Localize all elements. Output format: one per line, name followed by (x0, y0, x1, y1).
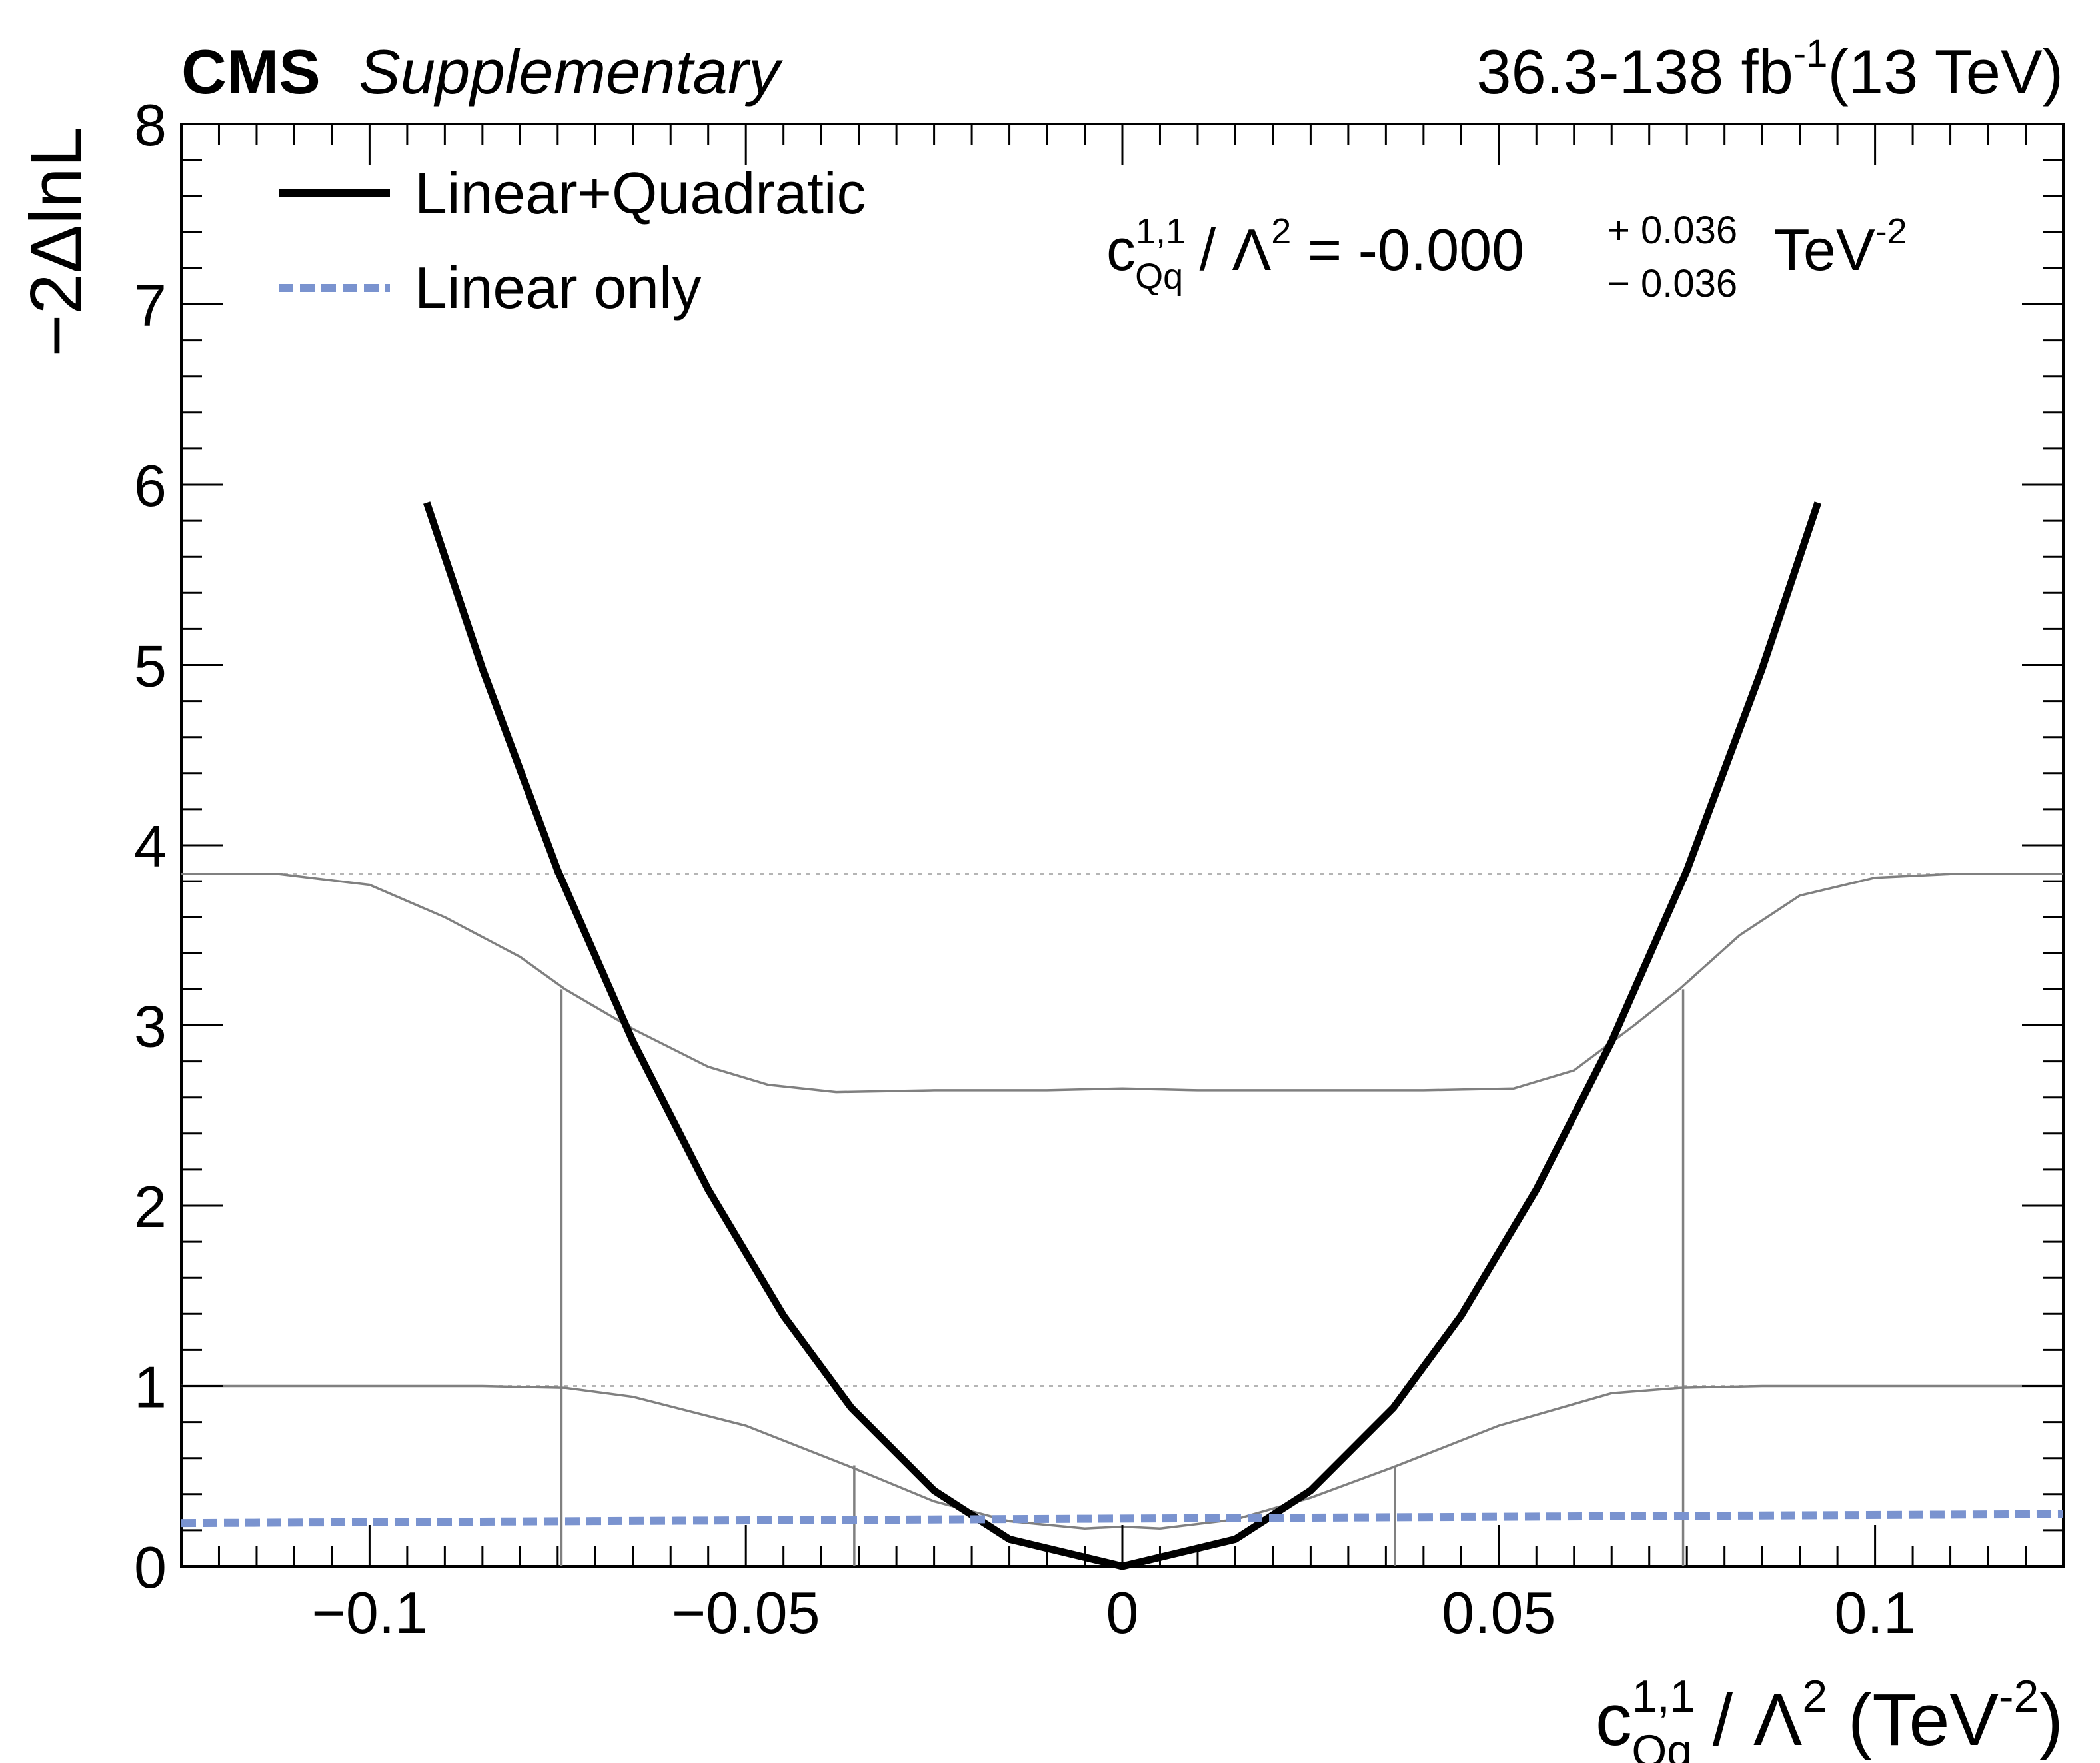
x-label-coef: c (1595, 1679, 1632, 1761)
x-tick-label: 0.1 (1834, 1580, 1915, 1646)
threshold-lines (181, 873, 2063, 1387)
x-label-coef-sup: 1,1 (1632, 1671, 1695, 1722)
annotation-unit: TeV (1774, 217, 1875, 283)
plot-frame (180, 123, 2065, 1568)
y-axis-label: −2ΔlnL (15, 127, 97, 357)
data-series (181, 501, 2064, 1570)
y-tick-label: 2 (134, 1174, 167, 1240)
interval-markers (560, 989, 1685, 1566)
annotation-err-up: + 0.036 (1607, 209, 1737, 252)
y-tick-label: 4 (134, 813, 167, 879)
lumi-label: 36.3-138 fb-1(13 TeV) (1476, 32, 2063, 107)
x-label-unit-open: (TeV (1827, 1679, 1999, 1761)
x-tick-label: 0.05 (1442, 1580, 1556, 1646)
series-line-1 (181, 1510, 2064, 1528)
axis-ticks (180, 123, 2065, 1568)
x-label-unit-close: ) (2039, 1679, 2063, 1761)
y-tick-label: 1 (134, 1354, 167, 1420)
annotation-coef-sup: 1,1 (1136, 211, 1186, 251)
reference-curves (181, 873, 2063, 1530)
x-tick-label: 0 (1106, 1580, 1139, 1646)
x-tick-label: −0.05 (672, 1580, 820, 1646)
series-line-0 (423, 501, 1822, 1570)
x-label-unit-sup: -2 (1999, 1671, 2039, 1722)
x-label-mid-sup: 2 (1802, 1671, 1827, 1722)
experiment-label: CMS (181, 37, 321, 107)
annotation-coef: c (1106, 217, 1136, 283)
axis-tick-labels: −0.1 −0.05 0 0.05 0.1 0 1 2 3 4 5 6 7 8 (134, 92, 1916, 1646)
status-label: Supplementary (359, 37, 783, 107)
energy-label: (13 TeV) (1827, 37, 2063, 107)
svg-text:c1,1Qq / Λ2 = -0.000: c1,1 Qq / Λ2 = -0.000 (1106, 211, 1524, 297)
annotation-err-down: − 0.036 (1607, 262, 1737, 305)
y-tick-label: 7 (134, 273, 167, 339)
legend-label-linear-quadratic: Linear+Quadratic (415, 160, 866, 226)
lumi-prefix: 36.3-138 fb (1476, 37, 1793, 107)
y-tick-label: 3 (134, 994, 167, 1060)
y-tick-label: 8 (134, 92, 167, 158)
svg-text:TeV-2: TeV-2 (1774, 211, 1907, 283)
lumi-exponent: -1 (1793, 32, 1828, 75)
x-axis-label: c1,1 Qq / Λ2 (TeV-2) (1595, 1671, 2063, 1763)
y-tick-label: 6 (134, 453, 167, 519)
y-tick-label: 0 (134, 1534, 167, 1600)
legend-label-linear-only: Linear only (415, 255, 702, 321)
x-label-coef-sub: Qq (1631, 1726, 1692, 1763)
annotation-lambda-sup: 2 (1271, 211, 1291, 251)
result-annotation: c1,1 Qq / Λ2 = -0.000 + 0.036 − 0.036 TeV… (1106, 209, 1907, 305)
annotation-lambda: / Λ (1183, 217, 1271, 283)
reference-curve-1 (181, 1384, 2063, 1530)
x-label-mid: / Λ (1692, 1679, 1802, 1761)
legend: Linear+Quadratic Linear only (279, 160, 866, 321)
reference-curve-0 (181, 873, 2063, 1094)
y-tick-label: 5 (134, 633, 167, 699)
annotation-unit-sup: -2 (1875, 211, 1907, 251)
annotation-coef-sub: Qq (1135, 257, 1183, 297)
x-tick-label: −0.1 (312, 1580, 428, 1646)
annotation-value: = -0.000 (1291, 217, 1524, 283)
